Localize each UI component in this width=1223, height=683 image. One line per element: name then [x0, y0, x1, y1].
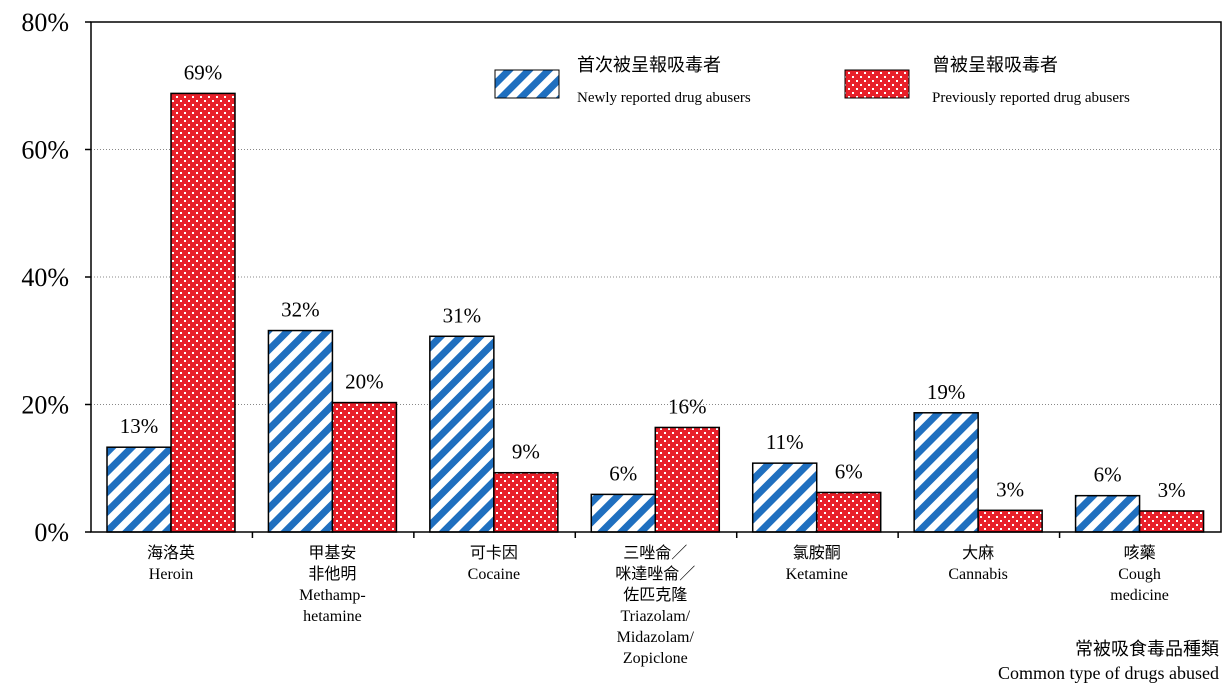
x-axis-title-zh: 常被吸食毒品種類: [1075, 639, 1219, 659]
legend-item-newly: 首次被呈報吸毒者 Newly reported drug abusers: [494, 55, 751, 106]
bar-previously: [170, 92, 236, 533]
data-label-previously: 6%: [835, 459, 863, 483]
bar-previously: [331, 401, 398, 533]
bars-group: [106, 92, 1205, 533]
data-label-previously: 20%: [345, 370, 384, 394]
data-label-newly: 31%: [443, 303, 482, 327]
x-category-label: 甲基安非他明 Methamp-hetamine: [299, 544, 366, 625]
value-labels-group: 13% 69% 32% 20% 31% 9% 6% 16% 11% 6% 19% 3% 6% 3%: [120, 60, 1186, 502]
y-tick-label: 40%: [21, 263, 69, 292]
data-label-newly: 32%: [281, 298, 320, 322]
x-axis-categories: 海洛英 Heroin 甲基安非他明 Methamp-hetamine 可卡因 Cocain…: [147, 532, 1169, 667]
x-category-label: 氯胺酮 Ketamine: [786, 544, 848, 583]
legend-label-newly-zh: 首次被呈報吸毒者: [577, 55, 721, 75]
x-axis-title-en: Common type of drugs abused: [998, 663, 1219, 683]
bar-newly: [429, 335, 495, 533]
bar-previously: [815, 491, 882, 533]
y-tick-label: 20%: [21, 391, 69, 420]
y-tick-label: 80%: [21, 8, 69, 37]
data-label-previously: 69%: [184, 60, 223, 84]
legend: 首次被呈報吸毒者 Newly reported drug abusers 曾被呈…: [494, 55, 1130, 106]
bar-newly: [267, 329, 334, 533]
y-tick-label: 60%: [21, 136, 69, 165]
x-axis-title: 常被吸食毒品種類 Common type of drugs abused: [998, 639, 1219, 683]
data-label-newly: 13%: [120, 414, 159, 438]
legend-label-previously-zh: 曾被呈報吸毒者: [932, 55, 1058, 75]
legend-label-previously-en: Previously reported drug abusers: [932, 90, 1130, 106]
data-label-newly: 19%: [927, 380, 966, 404]
data-label-previously: 3%: [1158, 478, 1186, 502]
x-category-label: 可卡因 Cocaine: [468, 544, 520, 583]
legend-item-previously: 曾被呈報吸毒者 Previously reported drug abusers: [844, 55, 1130, 106]
data-label-newly: 6%: [1094, 463, 1122, 487]
bar-previously: [493, 471, 559, 533]
bar-newly: [913, 412, 979, 533]
x-category-label: 海洛英 Heroin: [147, 544, 195, 583]
bar-newly: [590, 493, 657, 533]
data-label-newly: 6%: [609, 461, 637, 485]
y-tick-label: 0%: [34, 518, 69, 547]
bar-previously: [654, 426, 721, 533]
bar-previously: [1138, 510, 1205, 533]
x-category-label: 三唑侖／咪達唑侖／佐匹克隆 Triazolam/Midazolam/Zopiclo…: [615, 543, 695, 667]
bar-newly: [1074, 494, 1141, 533]
x-category-label: 咳藥 Cough medicine: [1110, 544, 1169, 604]
legend-swatch-newly: [494, 69, 560, 99]
bar-newly: [106, 446, 172, 533]
data-label-previously: 9%: [512, 440, 540, 464]
bar-newly: [751, 462, 818, 533]
legend-swatch-previously: [844, 69, 910, 99]
data-label-previously: 3%: [996, 477, 1024, 501]
gridlines: [91, 149, 1221, 405]
legend-label-newly-en: Newly reported drug abusers: [577, 90, 751, 106]
data-label-previously: 16%: [668, 394, 707, 418]
y-axis-ticks: 0% 20% 40% 60% 80%: [21, 8, 91, 547]
bar-previously: [977, 509, 1043, 533]
data-label-newly: 11%: [766, 430, 804, 454]
x-category-label: 大麻 Cannabis: [948, 544, 1008, 583]
